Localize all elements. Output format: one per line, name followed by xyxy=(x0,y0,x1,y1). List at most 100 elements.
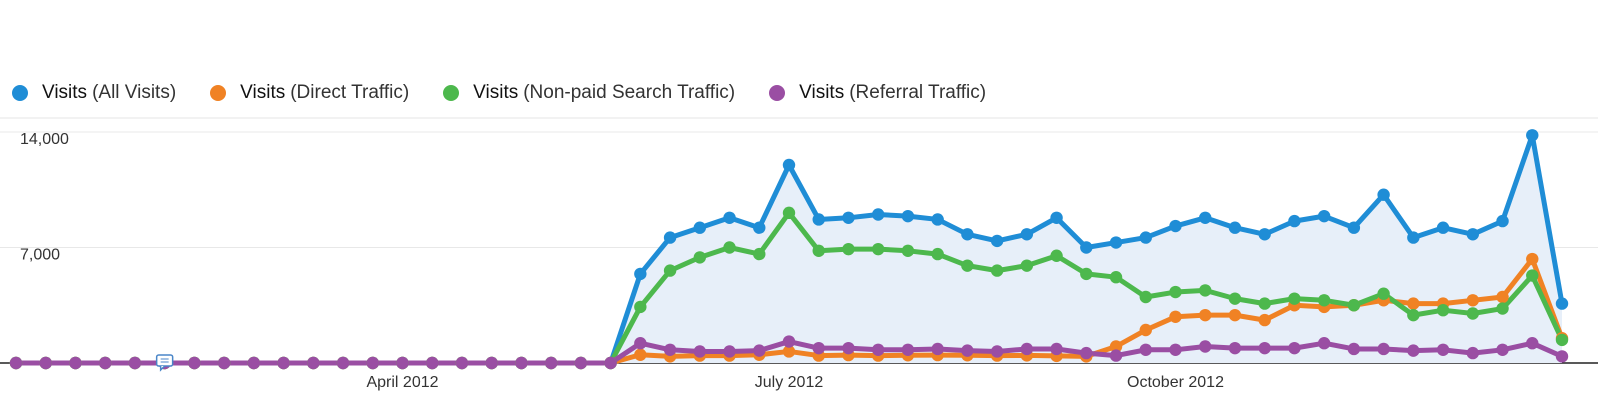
data-point xyxy=(1377,188,1390,201)
data-point xyxy=(1317,294,1331,307)
data-point xyxy=(1466,294,1480,307)
legend-item-1[interactable]: Visits (Direct Traffic) xyxy=(210,82,409,104)
data-point xyxy=(604,356,617,370)
data-point xyxy=(1199,284,1212,297)
data-point xyxy=(188,356,201,370)
data-point xyxy=(1080,267,1093,281)
data-point xyxy=(1139,290,1152,304)
legend-item-2[interactable]: Visits (Non-paid Search Traffic) xyxy=(443,82,735,104)
data-point xyxy=(1377,342,1390,356)
data-point xyxy=(1317,209,1331,223)
data-point xyxy=(1139,323,1152,337)
data-point xyxy=(871,242,885,256)
data-point xyxy=(782,158,796,172)
data-point xyxy=(1139,343,1152,356)
data-point xyxy=(931,342,944,356)
y-tick-label: 14,000 xyxy=(20,131,69,148)
data-point xyxy=(693,345,707,358)
legend-dot-icon xyxy=(769,85,786,101)
data-point xyxy=(782,335,796,348)
data-point xyxy=(277,356,290,370)
x-tick-label: July 2012 xyxy=(755,374,824,391)
legend-dot-icon xyxy=(12,85,28,101)
data-point xyxy=(1258,228,1271,241)
legend-item-3[interactable]: Visits (Referral Traffic) xyxy=(769,82,986,104)
data-point xyxy=(217,356,231,370)
data-point xyxy=(247,356,261,370)
data-point xyxy=(396,356,409,370)
point-layer xyxy=(9,129,1569,372)
data-point xyxy=(1109,236,1123,249)
data-point xyxy=(1020,259,1034,272)
data-point xyxy=(1288,292,1301,305)
data-point xyxy=(871,343,885,356)
data-point xyxy=(931,247,944,261)
data-point xyxy=(663,231,677,244)
data-point xyxy=(1020,228,1034,241)
data-point xyxy=(990,264,1004,277)
data-point xyxy=(1526,269,1539,282)
data-point xyxy=(1407,344,1420,357)
data-point xyxy=(1466,307,1480,320)
data-point xyxy=(990,345,1004,358)
data-point xyxy=(842,341,855,355)
data-point xyxy=(753,344,766,357)
data-point xyxy=(961,228,974,241)
area-layer xyxy=(16,135,1562,363)
data-point xyxy=(1436,304,1450,317)
data-point xyxy=(663,343,677,356)
legend-dot-icon xyxy=(443,85,460,101)
data-point xyxy=(1466,228,1480,241)
data-point xyxy=(69,356,82,370)
legend-metric-label: Visits xyxy=(42,82,88,103)
data-point xyxy=(455,356,469,370)
data-point xyxy=(485,356,498,370)
data-point xyxy=(1526,129,1539,142)
legend-segment-label: (Referral Traffic) xyxy=(849,82,987,103)
data-point xyxy=(1050,342,1063,356)
data-point xyxy=(634,348,647,361)
data-point xyxy=(1436,343,1450,356)
data-point xyxy=(1258,341,1271,355)
data-point xyxy=(1258,297,1271,310)
data-point xyxy=(812,244,825,257)
data-point xyxy=(1228,308,1242,322)
data-point xyxy=(1555,297,1569,310)
data-point xyxy=(1347,342,1361,356)
data-point xyxy=(1169,310,1182,323)
data-point xyxy=(1555,333,1569,347)
x-tick-label: April 2012 xyxy=(366,374,438,391)
series-area xyxy=(16,135,1562,363)
chart-legend: Visits (All Visits) Visits (Direct Traffic)… xyxy=(12,80,1020,106)
data-point xyxy=(842,211,855,224)
data-point xyxy=(1347,299,1361,312)
data-point xyxy=(1109,349,1123,362)
data-point xyxy=(1228,292,1242,305)
data-point xyxy=(9,356,23,370)
data-point xyxy=(1347,221,1361,234)
data-point xyxy=(1288,214,1301,228)
data-point xyxy=(1496,302,1509,315)
data-point xyxy=(782,206,796,220)
data-point xyxy=(723,345,736,358)
data-point xyxy=(812,341,825,355)
legend-item-0[interactable]: Visits (All Visits) xyxy=(12,82,176,104)
data-point xyxy=(1288,341,1301,355)
data-point xyxy=(515,356,528,370)
data-point xyxy=(901,209,915,223)
data-point xyxy=(1109,271,1123,284)
data-point xyxy=(931,213,944,226)
data-point xyxy=(128,356,142,370)
data-point xyxy=(842,242,855,256)
comment-icon-tail xyxy=(159,365,166,372)
data-point xyxy=(1169,343,1182,356)
data-point xyxy=(544,356,558,370)
comment-icon xyxy=(155,354,174,372)
data-point xyxy=(1258,313,1271,327)
legend-segment-label: (Non-paid Search Traffic) xyxy=(523,82,736,103)
data-point xyxy=(1407,231,1420,244)
data-point xyxy=(1020,342,1034,356)
legend-segment-label: (All Visits) xyxy=(92,82,177,103)
data-point xyxy=(366,356,379,370)
data-point xyxy=(753,221,766,234)
